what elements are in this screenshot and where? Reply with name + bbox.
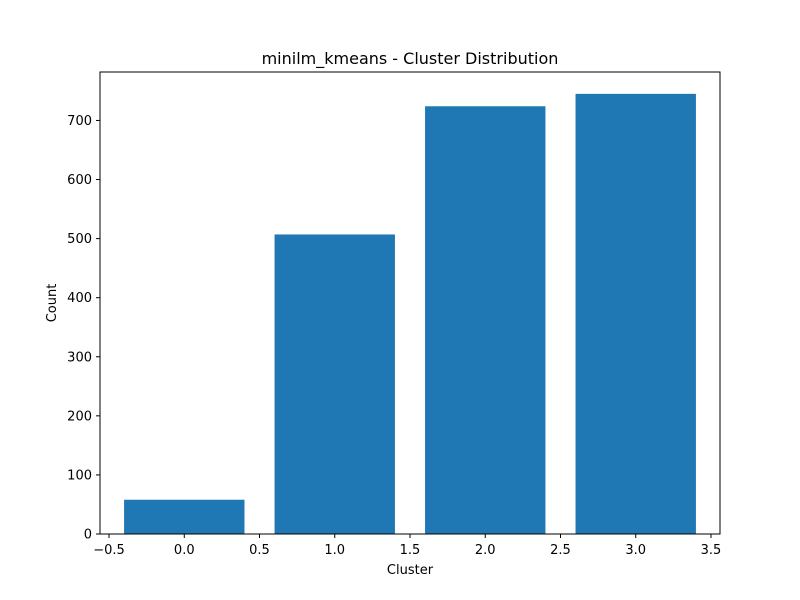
chart-title: minilm_kmeans - Cluster Distribution xyxy=(262,49,559,69)
x-tick-label: 0.0 xyxy=(174,543,195,558)
y-tick-label: 700 xyxy=(67,114,92,129)
y-tick-label: 600 xyxy=(67,173,92,188)
x-axis-ticks: −0.5 0.0 0.5 1.0 1.5 2.0 2.5 3.0 3.5 xyxy=(93,534,721,558)
x-tick-label: 1.5 xyxy=(400,543,421,558)
bar-cluster-2 xyxy=(425,106,546,534)
bar-cluster-3 xyxy=(575,93,696,534)
y-tick-label: 500 xyxy=(67,232,92,247)
x-axis-label: Cluster xyxy=(387,563,434,578)
y-axis-ticks: 0 100 200 300 400 500 600 700 xyxy=(67,114,100,543)
x-tick-label: 2.5 xyxy=(550,543,571,558)
y-tick-label: 0 xyxy=(84,528,92,543)
x-tick-label: 2.0 xyxy=(475,543,496,558)
y-tick-label: 300 xyxy=(67,350,92,365)
x-tick-label: 0.5 xyxy=(249,543,270,558)
bars-group xyxy=(124,93,696,535)
x-tick-label: 3.0 xyxy=(625,543,646,558)
x-tick-label: −0.5 xyxy=(93,543,125,558)
y-axis-label: Count xyxy=(45,284,60,323)
bar-cluster-0 xyxy=(124,499,245,534)
x-tick-label: 1.0 xyxy=(324,543,345,558)
y-tick-label: 400 xyxy=(67,291,92,306)
y-tick-label: 100 xyxy=(67,468,92,483)
x-tick-label: 3.5 xyxy=(701,543,722,558)
y-tick-label: 200 xyxy=(67,409,92,424)
bar-cluster-1 xyxy=(274,234,395,535)
